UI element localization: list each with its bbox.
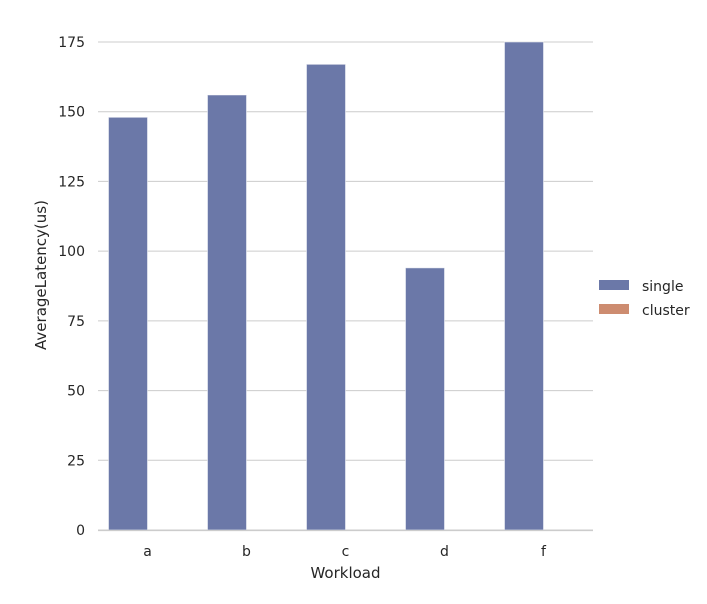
y-tick-label: 75 bbox=[67, 314, 85, 330]
y-tick-label: 50 bbox=[67, 384, 85, 400]
x-tick-label: a bbox=[143, 544, 152, 560]
legend-swatch-cluster bbox=[599, 304, 629, 314]
y-tick-label: 125 bbox=[58, 174, 85, 190]
y-tick-label: 175 bbox=[58, 35, 85, 51]
x-tick-label: c bbox=[342, 544, 350, 560]
legend-swatch-single bbox=[599, 280, 629, 290]
y-tick-label: 25 bbox=[67, 453, 85, 469]
legend-label-cluster: cluster bbox=[642, 303, 690, 319]
legend: single cluster bbox=[599, 279, 690, 319]
bar-single-d bbox=[405, 267, 445, 531]
x-tick-label: b bbox=[242, 544, 251, 560]
bar-single-c bbox=[306, 63, 346, 531]
y-tick-label: 0 bbox=[76, 523, 85, 539]
bar-single-b bbox=[207, 94, 247, 531]
bar-single-f bbox=[504, 41, 544, 531]
bar-single-a bbox=[108, 116, 148, 531]
y-tick-label: 100 bbox=[58, 244, 85, 260]
x-tick-label: f bbox=[541, 544, 547, 560]
axes: 0 25 50 75 100 125 150 175 a b c d f bbox=[58, 35, 593, 560]
legend-label-single: single bbox=[642, 279, 683, 295]
y-tick-label: 150 bbox=[58, 105, 85, 121]
bars bbox=[108, 41, 544, 531]
x-axis-title: Workload bbox=[310, 564, 380, 582]
y-axis-title: AverageLatency(us) bbox=[32, 200, 50, 350]
x-tick-label: d bbox=[440, 544, 449, 560]
